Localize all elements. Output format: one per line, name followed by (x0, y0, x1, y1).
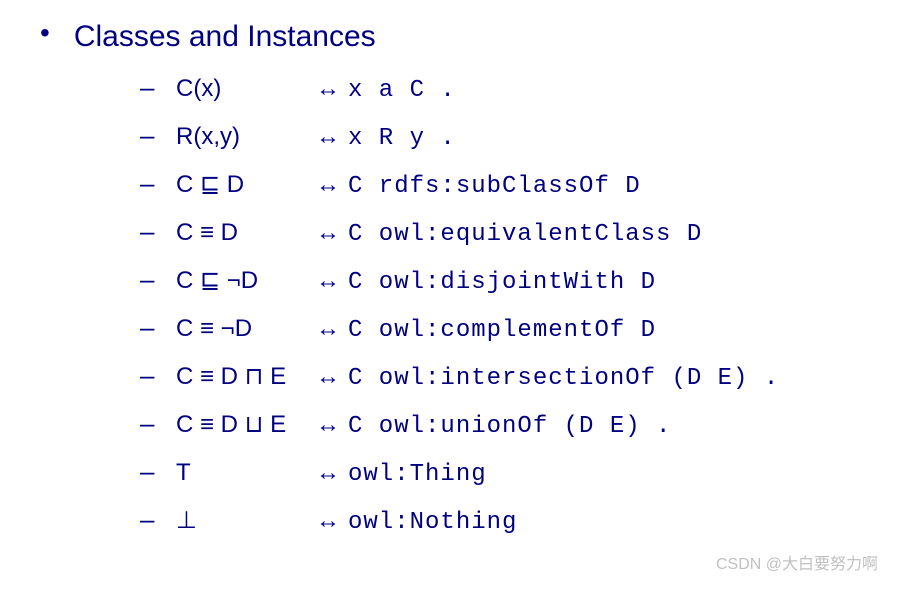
arrow-icon: ↔ (316, 267, 340, 295)
dash-icon: – (140, 216, 160, 247)
list-item: – C(x) ↔ x a C . (140, 72, 862, 104)
arrow-icon: ↔ (316, 459, 340, 487)
notation: C(x) (176, 75, 316, 103)
notation: C ≡ ¬D (176, 315, 316, 343)
mapping: x R y . (348, 125, 456, 152)
mapping: C owl:disjointWith D (348, 269, 656, 296)
arrow-icon: ↔ (316, 507, 340, 535)
list-item: – R(x,y) ↔ x R y . (140, 120, 862, 152)
arrow-icon: ↔ (316, 363, 340, 391)
mapping: C owl:complementOf D (348, 317, 656, 344)
notation: C ⊑ D (176, 170, 316, 199)
mapping: C owl:intersectionOf (D E) . (348, 365, 779, 392)
arrow-icon: ↔ (316, 411, 340, 439)
dash-icon: – (140, 312, 160, 343)
watermark: CSDN @大白要努力啊 (716, 550, 878, 574)
list-item: – C ⊑ ¬D ↔ C owl:disjointWith D (140, 264, 862, 296)
mapping: owl:Nothing (348, 509, 517, 536)
items-list: – C(x) ↔ x a C . – R(x,y) ↔ x R y . – C … (40, 72, 862, 536)
dash-icon: – (140, 504, 160, 535)
mapping: C owl:equivalentClass D (348, 221, 702, 248)
dash-icon: – (140, 408, 160, 439)
list-item: – T ↔ owl:Thing (140, 456, 862, 488)
notation: R(x,y) (176, 123, 316, 151)
arrow-icon: ↔ (316, 123, 340, 151)
arrow-icon: ↔ (316, 219, 340, 247)
notation: C ≡ D ⊔ E (176, 410, 316, 439)
dash-icon: – (140, 120, 160, 151)
notation: T (176, 459, 316, 487)
dash-icon: – (140, 360, 160, 391)
bullet-icon: • (40, 19, 50, 47)
notation: C ⊑ ¬D (176, 266, 316, 295)
list-item: – ⊥ ↔ owl:Nothing (140, 504, 862, 536)
arrow-icon: ↔ (316, 315, 340, 343)
list-item: – C ≡ ¬D ↔ C owl:complementOf D (140, 312, 862, 344)
list-item: – C ≡ D ⊔ E ↔ C owl:unionOf (D E) . (140, 408, 862, 440)
arrow-icon: ↔ (316, 75, 340, 103)
notation: ⊥ (176, 506, 316, 535)
dash-icon: – (140, 168, 160, 199)
dash-icon: – (140, 264, 160, 295)
notation: C ≡ D ⊓ E (176, 362, 316, 391)
list-item: – C ≡ D ⊓ E ↔ C owl:intersectionOf (D E)… (140, 360, 862, 392)
dash-icon: – (140, 72, 160, 103)
list-item: – C ≡ D ↔ C owl:equivalentClass D (140, 216, 862, 248)
mapping: owl:Thing (348, 461, 487, 488)
list-item: – C ⊑ D ↔ C rdfs:subClassOf D (140, 168, 862, 200)
mapping: x a C . (348, 77, 456, 104)
section-heading: Classes and Instances (74, 20, 376, 54)
mapping: C owl:unionOf (D E) . (348, 413, 671, 440)
arrow-icon: ↔ (316, 171, 340, 199)
dash-icon: – (140, 456, 160, 487)
heading-row: • Classes and Instances (40, 20, 862, 54)
mapping: C rdfs:subClassOf D (348, 173, 641, 200)
notation: C ≡ D (176, 219, 316, 247)
